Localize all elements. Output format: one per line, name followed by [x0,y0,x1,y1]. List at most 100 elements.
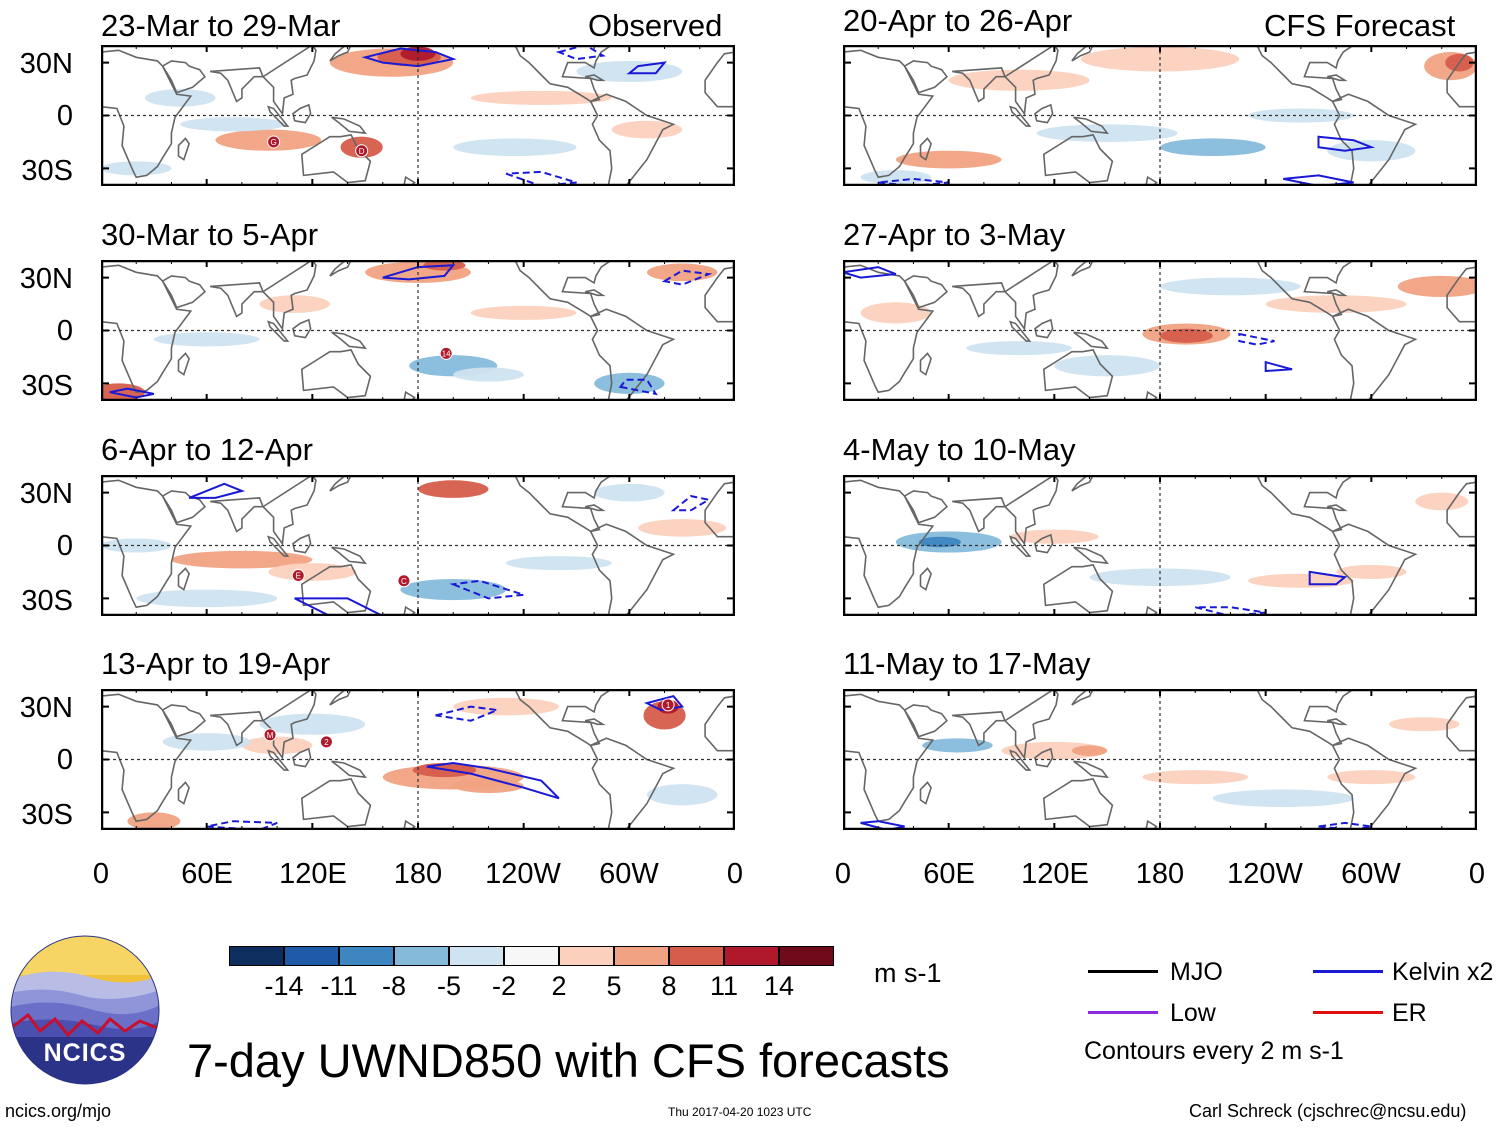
wind-anomaly-patch [453,778,524,793]
panel-5-period: 20-Apr to 26-Apr [843,3,1073,38]
lat-label-eq: 0 [56,744,73,776]
coastline [1009,535,1032,557]
coastline [919,781,932,805]
wind-anomaly-patch [1336,564,1407,579]
storm-label: M [267,731,274,740]
wind-anomaly-patch [453,138,577,157]
coastline [403,605,416,616]
wind-anomaly-patch [922,738,993,753]
coastline [210,711,265,747]
coastline [919,567,932,591]
coastline [514,260,614,318]
wind-anomaly-patch [171,550,313,569]
coastline [1071,45,1094,62]
wind-anomaly-patch [1212,789,1354,808]
lon-label: 60W [1341,858,1401,890]
coastline [1003,260,1059,331]
lon-label: 0 [92,858,110,890]
kelvin-contour [843,266,897,279]
coastline [1327,504,1348,512]
coastline [161,275,206,309]
colorbar-tick-label: 14 [763,971,795,1001]
panel-2-period: 30-Mar to 5-Apr [101,217,319,252]
coastline [1042,134,1114,184]
coastline [585,504,606,512]
coastline [261,475,317,546]
main-title: 7-day UWND850 with CFS forecasts [187,1034,950,1087]
coastline [1009,105,1032,127]
map-panel-observed-2: 14 [101,260,735,401]
wind-anomaly-patch [1415,492,1469,511]
kelvin-contour [670,495,712,512]
coastline [903,490,948,524]
coastline [843,693,935,823]
lon-label: 120W [485,858,561,890]
coastline [903,60,948,94]
wind-anomaly-patch [646,784,718,806]
panel-3-period: 6-Apr to 12-Apr [101,432,313,467]
colorbar-tick-label: -14 [264,971,304,1001]
wind-anomaly-patch [1010,529,1099,544]
coastline [210,67,265,103]
coastline [1071,260,1094,277]
wind-anomaly-patch [162,733,251,751]
panel-6-period: 27-Apr to 3-May [843,217,1066,252]
coastline [952,711,1007,747]
coastline [331,331,367,350]
coastline [1073,760,1109,779]
storm-label: 14 [442,349,451,358]
wind-anomaly-patch [1054,355,1160,377]
map-panel-forecast-3 [843,475,1477,616]
coastline [331,116,367,135]
colorbar-tick-label: -8 [381,971,406,1001]
map-panel-observed-4: M 2 1 [101,689,735,830]
lat-label-30s: 30S [21,799,73,831]
coastline [514,689,614,747]
wind-anomaly-patch [506,556,612,571]
coastline [331,760,367,779]
kelvin-contour [618,378,658,396]
coastline [267,105,290,127]
lon-label: 120E [1021,858,1089,890]
coastline [403,819,416,830]
lon-label: 0 [726,858,744,890]
coastline [919,352,932,376]
kelvin-contour [1283,174,1354,186]
coastline [267,535,290,557]
coastline [300,349,372,399]
colorbar-swatch [339,946,394,966]
kelvin-contour [626,61,668,75]
wind-anomaly-patch [966,341,1072,356]
lat-label-eq: 0 [56,315,73,347]
kelvin-contour [294,597,384,616]
lon-label: 0 [834,858,852,890]
kelvin-contour [644,694,685,712]
storm-label: E [296,571,301,580]
coastline [177,137,190,161]
wind-anomaly-patch [180,117,286,132]
coastline [903,275,948,309]
coastline [514,475,614,533]
coastline [1003,45,1059,116]
lon-label: 60E [923,858,975,890]
coastline [101,264,193,394]
storm-label: 1 [666,701,671,710]
coastline [177,781,190,805]
lat-label-30s: 30S [21,370,73,402]
colorbar-tick-label: -11 [320,971,358,1001]
ncics-logo: NCICS [10,935,160,1085]
kelvin-contour [1238,332,1275,346]
lon-label: 180 [393,858,443,890]
coastline [1073,116,1109,135]
wind-anomaly-patch [268,563,357,581]
lat-label-30n: 30N [19,478,73,510]
wind-anomaly-patch [1071,745,1108,756]
coastline [300,564,372,614]
coastline [585,289,606,297]
wind-anomaly-patch [948,69,1090,91]
coastline [292,103,312,124]
colorbar-tick-label: -5 [436,971,461,1001]
wind-anomaly-patch [470,305,577,320]
legend-mjo-label: MJO [1170,958,1223,986]
coastline [1145,390,1158,401]
